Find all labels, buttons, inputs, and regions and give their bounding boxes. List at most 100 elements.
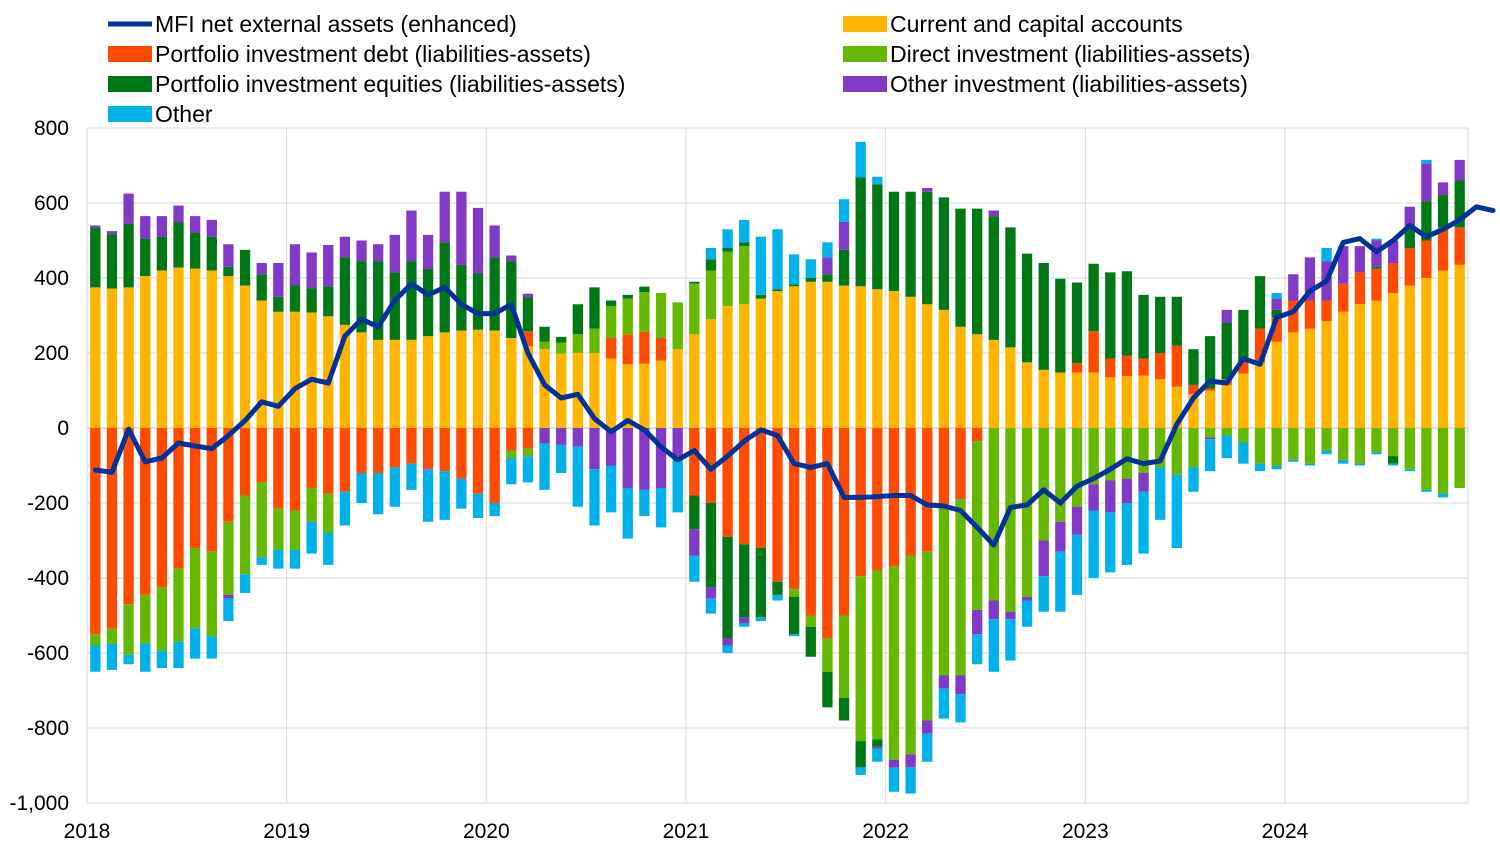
bar-segment: [289, 549, 301, 569]
bar-segment: [639, 363, 650, 428]
bar-segment: [1021, 362, 1033, 428]
bar-segment: [1138, 375, 1149, 428]
bar-segment: [1221, 323, 1232, 380]
bar-segment: [1271, 465, 1282, 470]
bar-segment: [705, 587, 717, 599]
bar-segment: [988, 619, 999, 672]
bar-segment: [1088, 263, 1099, 332]
bar-segment: [1454, 159, 1465, 181]
bar-segment: [239, 495, 251, 575]
bar-segment: [689, 529, 700, 556]
bar-segment: [755, 428, 767, 548]
bar-segment: [489, 257, 500, 331]
bar-segment: [422, 469, 434, 522]
bar-segment: [1321, 321, 1332, 428]
bar-segment: [922, 720, 933, 734]
bar-segment: [489, 428, 500, 503]
bar-segment: [273, 263, 284, 297]
bar-segment: [1188, 349, 1199, 385]
bar-segment: [988, 600, 999, 620]
bar-segment: [389, 467, 400, 507]
bar-segment: [356, 473, 367, 503]
bar-segment: [1421, 159, 1432, 164]
bar-segment: [206, 636, 217, 659]
bar-segment: [156, 428, 168, 588]
bar-segment: [1288, 274, 1299, 301]
bar-segment: [938, 675, 950, 689]
bar-segment: [1038, 369, 1049, 428]
bar-segment: [938, 506, 950, 676]
bar-segment: [938, 428, 950, 507]
bar-segment: [123, 193, 134, 224]
bar-segment: [1171, 428, 1182, 475]
bar-segment: [173, 267, 184, 428]
bar-segment: [1238, 362, 1249, 374]
bar-segment: [356, 240, 367, 262]
bar-segment: [1371, 452, 1382, 455]
bar-segment: [689, 334, 700, 428]
bar-segment: [173, 568, 184, 642]
bar-segment: [655, 360, 667, 428]
bar-segment: [489, 503, 500, 517]
bar-segment: [739, 623, 750, 627]
bar-segment: [239, 574, 251, 593]
bar-segment: [472, 273, 484, 330]
bar-segment: [173, 205, 184, 223]
legend-label: Other: [155, 101, 213, 127]
bar-segment: [256, 557, 267, 565]
bar-segment: [123, 287, 134, 428]
bar-segment: [1221, 435, 1232, 458]
bar-segment: [339, 236, 351, 258]
bar-segment: [955, 208, 966, 327]
bar-segment: [639, 331, 650, 364]
bar-segment: [1454, 227, 1465, 265]
bar-segment: [1221, 384, 1232, 428]
bar-segment: [905, 428, 916, 556]
bar-segment: [1304, 328, 1316, 428]
bar-segment: [223, 521, 234, 595]
bar-segment: [772, 229, 783, 290]
bar-segment: [339, 257, 351, 325]
bar-segment: [406, 428, 417, 464]
bar-segment: [888, 291, 900, 428]
bar-segment: [1437, 428, 1449, 494]
bar-segment: [822, 638, 833, 672]
x-tick-label: 2024: [1262, 820, 1309, 843]
bar-segment: [572, 446, 583, 507]
bar-segment: [1221, 309, 1232, 323]
bar-segment: [323, 428, 334, 494]
bar-segment: [1138, 428, 1149, 473]
bar-segment: [988, 216, 999, 340]
bar-segment: [722, 536, 733, 638]
x-tick-label: 2023: [1062, 820, 1109, 843]
bar-segment: [489, 330, 500, 428]
bar-segment: [422, 268, 434, 337]
bar-segment: [1171, 474, 1182, 548]
bar-segment: [1204, 388, 1216, 391]
legend-swatch: [108, 46, 152, 62]
bar-segment: [456, 264, 467, 331]
bar-segment: [106, 628, 118, 644]
bar-segment: [223, 276, 234, 428]
bar-segment: [605, 300, 617, 307]
bar-segment: [189, 233, 201, 269]
y-tick-label: 600: [34, 192, 69, 215]
bar-segment: [1387, 263, 1399, 293]
bar-segment: [805, 259, 816, 278]
bar-segment: [872, 289, 883, 428]
bar-segment: [1254, 276, 1266, 329]
bar-segment: [1404, 248, 1415, 286]
bar-segment: [323, 286, 334, 317]
bar-segment: [1304, 300, 1316, 329]
bar-segment: [872, 176, 883, 185]
bar-segment: [905, 767, 916, 794]
bar-segment: [739, 617, 750, 623]
bar-segment: [1387, 463, 1399, 466]
bar-segment: [1038, 428, 1049, 541]
bar-segment: [1088, 331, 1099, 373]
bar-segment: [739, 242, 750, 247]
bar-segment: [406, 210, 417, 262]
bar-segment: [922, 191, 933, 305]
bar-segment: [273, 296, 284, 312]
